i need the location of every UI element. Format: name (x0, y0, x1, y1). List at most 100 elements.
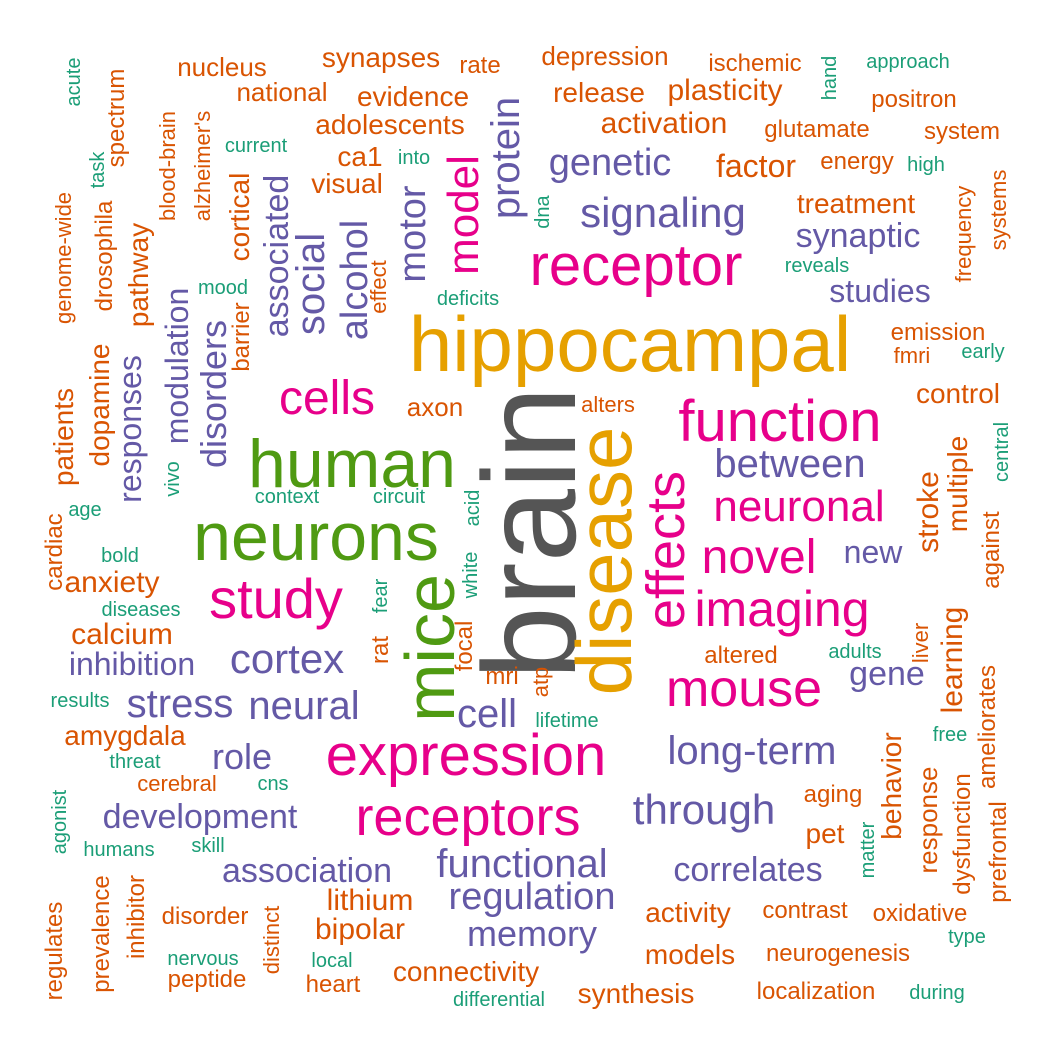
word-role: role (211, 736, 273, 777)
word-responses: responses (112, 355, 148, 503)
word-disorder: disorder (161, 903, 249, 930)
word-bold: bold (101, 545, 139, 567)
word-pet: pet (805, 818, 845, 849)
word-ca1: ca1 (337, 141, 383, 172)
word-connectivity: connectivity (392, 956, 540, 987)
word-release: release (553, 77, 645, 108)
word-threat: threat (109, 751, 161, 773)
word-diseases: diseases (101, 599, 181, 621)
word-acute: acute (63, 57, 85, 107)
word-neurogenesis: neurogenesis (765, 940, 911, 967)
word-social: social (289, 232, 333, 336)
word-gene: gene (849, 655, 925, 693)
word-amygdala: amygdala (64, 720, 186, 751)
word-multiple: multiple (942, 435, 973, 533)
word-age: age (68, 499, 102, 521)
word-synapses: synapses (321, 42, 441, 73)
word-axon: axon (406, 392, 464, 422)
word-stroke: stroke (912, 471, 945, 553)
word-long-term: long-term (667, 729, 837, 773)
word-novel: novel (701, 531, 817, 584)
word-patients: patients (48, 387, 79, 487)
word-cerebral: cerebral (137, 771, 217, 796)
word-functional: functional (436, 842, 608, 886)
word-neural: neural (248, 684, 360, 728)
word-prefrontal: prefrontal (985, 801, 1012, 903)
word-localization: localization (756, 978, 876, 1005)
word-hand: hand (819, 55, 841, 101)
word-receptor: receptor (529, 233, 743, 298)
word-ameliorates: ameliorates (974, 664, 1001, 790)
word-adults: adults (828, 641, 882, 663)
word-drosophila: drosophila (91, 200, 118, 312)
word-study: study (209, 567, 343, 630)
word-genome-wide: genome-wide (51, 191, 76, 325)
word-task: task (87, 151, 109, 189)
word-white: white (460, 551, 482, 599)
word-effects: effects (636, 470, 696, 630)
word-dopamine: dopamine (84, 343, 115, 467)
word-matter: matter (857, 821, 879, 879)
word-during: during (909, 982, 965, 1004)
word-alzheimers: alzheimer's (190, 110, 215, 222)
word-between: between (714, 442, 866, 486)
word-learning: learning (936, 606, 969, 714)
word-modulation: modulation (159, 287, 195, 445)
word-type: type (948, 926, 986, 948)
word-dysfunction: dysfunction (949, 773, 976, 895)
word-systems: systems (986, 169, 1011, 251)
word-mri: mri (485, 663, 519, 690)
word-positron: positron (871, 86, 957, 113)
word-development: development (102, 798, 298, 836)
word-human: human (248, 426, 456, 502)
word-inhibitor: inhibitor (123, 874, 150, 960)
word-rat: rat (367, 635, 394, 665)
word-regulates: regulates (41, 901, 68, 1001)
word-heart: heart (305, 971, 361, 998)
word-stress: stress (126, 682, 234, 726)
word-nucleus: nucleus (177, 52, 267, 82)
word-regulation: regulation (448, 876, 616, 918)
word-liver: liver (908, 622, 933, 664)
word-blood-brain: blood-brain (155, 110, 180, 222)
word-deficits: deficits (436, 288, 500, 310)
word-disorders: disorders (193, 319, 234, 469)
word-calcium: calcium (71, 618, 173, 651)
word-evidence: evidence (356, 81, 470, 112)
word-function: function (678, 389, 882, 454)
word-synthesis: synthesis (577, 978, 695, 1009)
word-free: free (932, 724, 968, 746)
word-lithium: lithium (326, 884, 414, 917)
word-alters: alters (581, 392, 635, 417)
word-cardiac: cardiac (41, 513, 68, 591)
word-anxiety: anxiety (64, 566, 160, 599)
word-results: results (50, 690, 110, 712)
word-behavior: behavior (876, 732, 907, 840)
word-lifetime: lifetime (535, 710, 599, 732)
word-distinct: distinct (259, 905, 284, 975)
word-peptide: peptide (167, 966, 247, 993)
word-atp: atp (528, 666, 553, 698)
word-national: national (236, 77, 328, 107)
word-response: response (913, 766, 943, 874)
word-neuronal: neuronal (713, 482, 885, 531)
word-cns: cns (257, 773, 289, 795)
word-pathway: pathway (123, 222, 154, 328)
word-mood: mood (197, 277, 249, 299)
word-activity: activity (645, 897, 731, 928)
word-prevalence: prevalence (88, 875, 115, 993)
word-cortical: cortical (224, 172, 255, 262)
word-memory: memory (466, 913, 598, 954)
word-reveals: reveals (784, 255, 850, 277)
word-against: against (978, 511, 1005, 589)
word-oxidative: oxidative (872, 900, 968, 927)
word-into: into (397, 147, 431, 169)
word-treatment: treatment (796, 188, 916, 219)
word-frequency: frequency (951, 185, 976, 283)
word-factor: factor (715, 148, 797, 184)
word-rate: rate (459, 52, 501, 79)
word-early: early (961, 341, 1005, 363)
word-new: new (843, 534, 903, 570)
word-central: central (991, 421, 1013, 483)
